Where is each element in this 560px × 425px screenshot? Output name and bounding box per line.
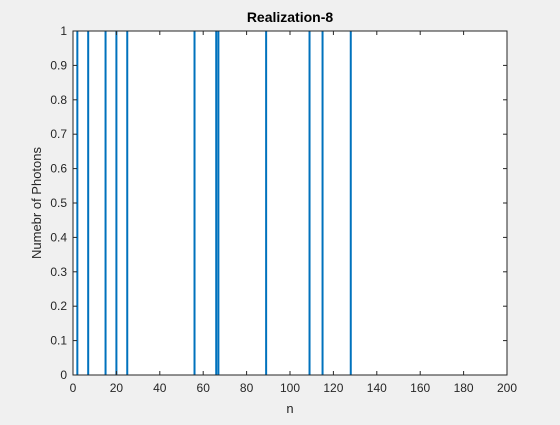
stem-series bbox=[76, 31, 352, 375]
y-tick-label: 0.8 bbox=[50, 93, 67, 107]
y-tick-label: 0.4 bbox=[50, 230, 67, 244]
plot-area bbox=[73, 31, 507, 375]
x-tick-label: 80 bbox=[240, 381, 254, 395]
y-tick-label: 0.2 bbox=[50, 299, 67, 313]
y-tick-label: 0.5 bbox=[50, 196, 67, 210]
y-tick-label: 0.7 bbox=[50, 127, 67, 141]
y-tick-label: 0.3 bbox=[50, 265, 67, 279]
x-tick-label: 120 bbox=[323, 381, 343, 395]
x-tick-label: 0 bbox=[70, 381, 77, 395]
x-tick-label: 180 bbox=[454, 381, 474, 395]
y-tick-label: 0.1 bbox=[50, 334, 67, 348]
x-tick-label: 200 bbox=[497, 381, 517, 395]
x-tick-label: 100 bbox=[280, 381, 300, 395]
x-tick-label: 20 bbox=[110, 381, 124, 395]
x-tick-label: 160 bbox=[410, 381, 430, 395]
y-tick-label: 1 bbox=[60, 24, 67, 38]
plot-frame bbox=[72, 30, 508, 376]
y-axis-label: Numebr of Photons bbox=[29, 147, 44, 260]
y-tick-label: 0.9 bbox=[50, 58, 67, 72]
y-tick-label: 0.6 bbox=[50, 162, 67, 176]
y-axis-ticks: 0 0.1 0.2 0.3 0.4 0.5 0.6 0.7 0.8 0.9 1 bbox=[50, 24, 507, 382]
x-tick-label: 60 bbox=[197, 381, 211, 395]
chart-title: Realization-8 bbox=[247, 9, 334, 25]
y-tick-label: 0 bbox=[60, 368, 67, 382]
x-axis-label: n bbox=[286, 401, 293, 416]
x-tick-label: 140 bbox=[367, 381, 387, 395]
x-tick-label: 40 bbox=[153, 381, 167, 395]
